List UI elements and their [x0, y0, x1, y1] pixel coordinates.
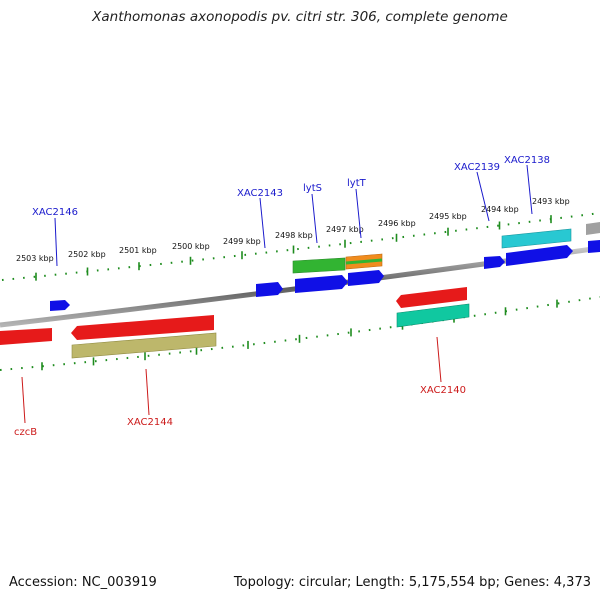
gene-labels: XAC2146 XAC2143 lytS lytT XAC2139 XAC213… — [14, 155, 550, 438]
label-xac2139[interactable]: XAC2139 — [454, 162, 500, 173]
kbp-label-2497: 2497 kbp — [326, 225, 364, 234]
feature-xac2140-box[interactable] — [397, 304, 469, 327]
kbp-label-2496: 2496 kbp — [378, 219, 416, 228]
feature-xac2138-box[interactable] — [502, 229, 571, 248]
label-xac2140[interactable]: XAC2140 — [420, 385, 466, 396]
gene-xac2146-arrow[interactable] — [50, 300, 70, 311]
accession-text: Accession: NC_003919 — [9, 575, 157, 590]
feature-lyts-box[interactable] — [293, 258, 345, 273]
gene-xac2138-arrow[interactable] — [506, 245, 573, 266]
topology-summary-text: Topology: circular; Length: 5,175,554 bp… — [234, 575, 591, 590]
kbp-label-2495: 2495 kbp — [429, 212, 467, 221]
gene-lyts-arrow[interactable] — [295, 275, 348, 293]
gene-czcb-arrow[interactable] — [0, 328, 52, 345]
leader-lyts — [312, 194, 317, 243]
gene-xac2139-arrow[interactable] — [484, 256, 505, 269]
label-xac2143[interactable]: XAC2143 — [237, 188, 283, 199]
kbp-label-2498: 2498 kbp — [275, 231, 313, 240]
label-czcb[interactable]: czcB — [14, 427, 37, 438]
genome-map[interactable]: 2503 kbp 2502 kbp 2501 kbp 2500 kbp 2499… — [0, 0, 600, 600]
leader-czcb — [22, 377, 25, 423]
gene-xac2140-arrow[interactable] — [396, 287, 467, 308]
leader-xac2144 — [146, 369, 149, 415]
leader-xac2146 — [55, 218, 57, 266]
leader-xac2143 — [260, 198, 265, 248]
gene-lytt-arrow[interactable] — [348, 270, 384, 286]
kbp-label-2503: 2503 kbp — [16, 254, 54, 263]
label-xac2138[interactable]: XAC2138 — [504, 155, 550, 166]
label-lytt[interactable]: lytT — [347, 178, 367, 189]
gene-offscreen-right-arrow[interactable] — [588, 240, 600, 253]
kbp-label-2502: 2502 kbp — [68, 250, 106, 259]
kbp-label-2499: 2499 kbp — [223, 237, 261, 246]
leader-xac2138 — [527, 165, 532, 214]
kbp-label-2501: 2501 kbp — [119, 246, 157, 255]
label-lyts[interactable]: lytS — [303, 183, 322, 194]
gene-xac2143-arrow[interactable] — [256, 282, 283, 297]
label-xac2144[interactable]: XAC2144 — [127, 417, 173, 428]
leader-xac2140 — [437, 337, 441, 382]
kbp-label-2500: 2500 kbp — [172, 242, 210, 251]
label-xac2146[interactable]: XAC2146 — [32, 207, 78, 218]
kbp-label-2493: 2493 kbp — [532, 197, 570, 206]
feature-offscreen-gray-box[interactable] — [586, 222, 600, 235]
